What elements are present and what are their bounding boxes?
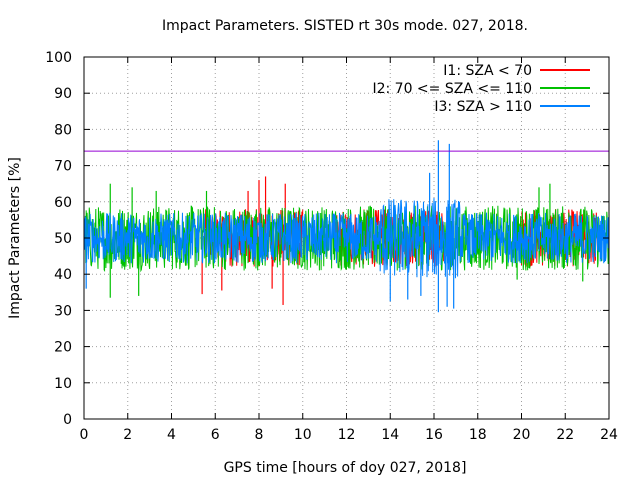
x-tick-label: 16 — [425, 427, 443, 443]
x-tick-label: 12 — [338, 427, 356, 443]
axes: 0 2 4 6 8 10 12 14 16 18 20 22 240102030405060708090… — [45, 50, 618, 443]
y-tick-label: 80 — [54, 122, 72, 138]
x-axis-label: GPS time [hours of doy 027, 2018] — [224, 460, 467, 476]
plot-area — [83, 140, 610, 313]
x-tick-label: 18 — [469, 427, 487, 443]
x-tick-label: 6 — [211, 427, 220, 443]
x-tick-label: 10 — [294, 427, 312, 443]
series-3 — [83, 140, 610, 313]
y-tick-label: 100 — [45, 50, 72, 66]
x-tick-label: 2 — [123, 427, 132, 443]
legend: I1: SZA < 70 I2: 70 <= SZA <= 110 I3: SZA … — [372, 63, 590, 115]
series-3-line — [83, 198, 610, 279]
y-tick-label: 50 — [54, 231, 72, 247]
y-tick-label: 60 — [54, 195, 72, 211]
y-tick-label: 10 — [54, 376, 72, 392]
legend-label-3: I3: SZA > 110 — [434, 99, 532, 115]
legend-label-1: I1: SZA < 70 — [443, 63, 532, 79]
x-tick-label: 24 — [600, 427, 618, 443]
y-tick-label: 30 — [54, 303, 72, 319]
legend-label-2: I2: 70 <= SZA <= 110 — [372, 81, 532, 97]
y-tick-label: 90 — [54, 86, 72, 102]
x-tick-label: 0 — [80, 427, 89, 443]
y-tick-label: 0 — [63, 412, 72, 428]
x-tick-label: 22 — [556, 427, 574, 443]
x-tick-label: 20 — [513, 427, 531, 443]
y-axis-label: Impact Parameters [%] — [7, 157, 23, 319]
chart-title: Impact Parameters. SISTED rt 30s mode. 0… — [162, 18, 528, 34]
x-tick-label: 14 — [381, 427, 399, 443]
x-tick-label: 8 — [255, 427, 264, 443]
x-tick-label: 4 — [167, 427, 176, 443]
y-tick-label: 70 — [54, 159, 72, 175]
y-tick-label: 40 — [54, 267, 72, 283]
y-tick-label: 20 — [54, 340, 72, 356]
